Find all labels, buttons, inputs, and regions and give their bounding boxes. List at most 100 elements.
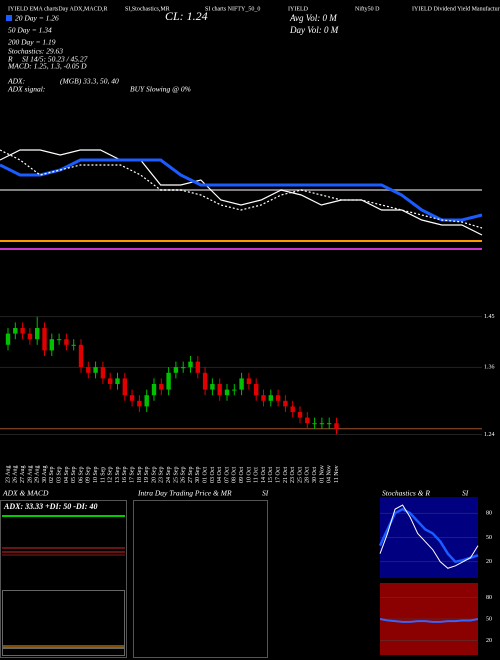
macd-box	[2, 590, 125, 656]
x-tick-label: 05 Sep	[71, 467, 77, 484]
x-tick-label: 14 Oct	[261, 467, 267, 483]
indicator-label: ADX signal:	[7, 85, 45, 94]
x-tick-label: 03 Sep	[56, 467, 62, 484]
candle-body	[319, 423, 325, 425]
header-text: IYIELD EMA chartsDay ADX,MACD,R	[8, 6, 108, 12]
candle-body	[93, 367, 98, 373]
x-tick-label: 23 Oct	[290, 467, 296, 483]
x-tick-label: 30 Sep	[195, 467, 201, 484]
candle-body	[100, 367, 106, 379]
x-tick-label: 10 Oct	[246, 467, 252, 483]
candle-body	[166, 372, 171, 390]
candle-body	[239, 378, 244, 390]
x-tick-label: 08 Oct	[232, 467, 238, 483]
day-volume: Day Vol: 0 M	[289, 25, 339, 35]
candle-body	[56, 339, 62, 341]
series-line	[379, 504, 479, 569]
candle-body	[86, 367, 91, 373]
indicator-label: SI 14/5: 50.23 / 45.27	[22, 55, 88, 64]
candle-body	[64, 339, 69, 345]
header-text: SI charts NIFTY_50_0	[205, 6, 260, 12]
x-tick-label: 17 Sep	[129, 467, 135, 484]
candle-body	[254, 384, 259, 396]
x-tick-label: 26 Sep	[181, 467, 187, 484]
avg-volume: Avg Vol: 0 M	[289, 13, 337, 23]
candle-body	[312, 423, 317, 425]
x-tick-label: 20 Sep	[151, 467, 157, 484]
panel-title: ADX & MACD	[2, 489, 49, 498]
y-tick-label: 80	[486, 595, 492, 601]
x-tick-label: 04 Nov	[327, 465, 333, 483]
candle-body	[297, 412, 303, 418]
series-line	[0, 149, 483, 229]
x-tick-label: 04 Sep	[64, 467, 70, 484]
candle-body	[129, 395, 135, 401]
panel-title: Intra Day Trading Price & MR	[137, 489, 232, 498]
panel-title: SI	[262, 489, 269, 498]
x-tick-label: 25 Sep	[173, 467, 179, 484]
close-price: CL: 1.24	[165, 9, 208, 23]
candle-body	[232, 389, 237, 391]
indicator-label: BUY Slowing @ 0%	[130, 85, 191, 94]
x-tick-label: 12 Sep	[108, 467, 114, 484]
series-line	[379, 618, 479, 623]
x-tick-label: 23 Sep	[159, 467, 165, 484]
candle-body	[275, 395, 281, 401]
header-text: SI,Stochastics,MR	[125, 6, 170, 12]
candle-body	[305, 417, 310, 424]
x-tick-label: 13 Sep	[115, 467, 121, 484]
candle-body	[108, 378, 113, 384]
x-tick-label: 16 Sep	[122, 467, 128, 484]
ma-label: 200 Day = 1.19	[8, 38, 56, 47]
x-tick-label: 25 Oct	[297, 467, 303, 483]
candle-body	[151, 384, 157, 396]
candle-body	[137, 400, 142, 407]
header-text: IYIELD Dividend Yield Manufactur	[412, 5, 500, 12]
header-text: Nifty50 D	[355, 5, 380, 12]
x-tick-label: 28 Aug	[27, 465, 33, 483]
x-tick-label: 28 Oct	[305, 467, 311, 483]
candle-body	[159, 384, 164, 390]
x-tick-label: 06 Sep	[78, 467, 84, 484]
ma-label: 20 Day = 1.26	[15, 14, 59, 23]
candle-body	[27, 333, 33, 340]
series-line	[0, 158, 483, 222]
candle-body	[290, 406, 295, 412]
x-tick-label: 04 Oct	[217, 467, 223, 483]
candle-body	[327, 423, 332, 425]
candle-body	[35, 328, 40, 340]
y-tick-label: 20	[486, 638, 492, 644]
candle-body	[334, 423, 339, 429]
x-tick-label: 11 Nov	[334, 465, 340, 483]
y-tick-label: 1.24	[484, 432, 495, 438]
candle-body	[195, 361, 200, 373]
x-tick-label: 03 Oct	[210, 467, 216, 483]
candle-body	[217, 384, 222, 396]
candle-body	[268, 395, 273, 401]
candle-body	[13, 328, 18, 334]
x-tick-label: 17 Oct	[275, 467, 281, 483]
candle-body	[188, 361, 193, 368]
candle-body	[78, 344, 84, 368]
x-tick-label: 21 Oct	[283, 467, 289, 483]
candle-body	[224, 389, 230, 396]
adx-text: ADX: 33.33 +DI: 50 -DI: 40	[3, 502, 97, 511]
x-tick-label: 02 Sep	[49, 467, 55, 484]
candle-body	[210, 384, 215, 390]
x-tick-label: 30 Aug	[42, 465, 48, 483]
candle-body	[49, 339, 54, 351]
x-tick-label: 07 Oct	[224, 467, 230, 483]
x-tick-label: 26 Aug	[13, 465, 19, 483]
y-tick-label: 50	[486, 535, 492, 541]
candle-body	[115, 378, 120, 384]
x-tick-label: 29 Aug	[35, 465, 41, 483]
x-tick-label: 10 Sep	[93, 467, 99, 484]
intraday-panel	[133, 500, 268, 658]
candle-body	[42, 328, 47, 351]
candle-body	[283, 400, 288, 407]
candle-body	[71, 344, 76, 346]
indicator-label: MACD: 1.25, 1.3, -0.05 D	[7, 62, 87, 71]
x-tick-label: 27 Sep	[188, 467, 194, 484]
x-tick-label: 11 Oct	[254, 467, 260, 483]
